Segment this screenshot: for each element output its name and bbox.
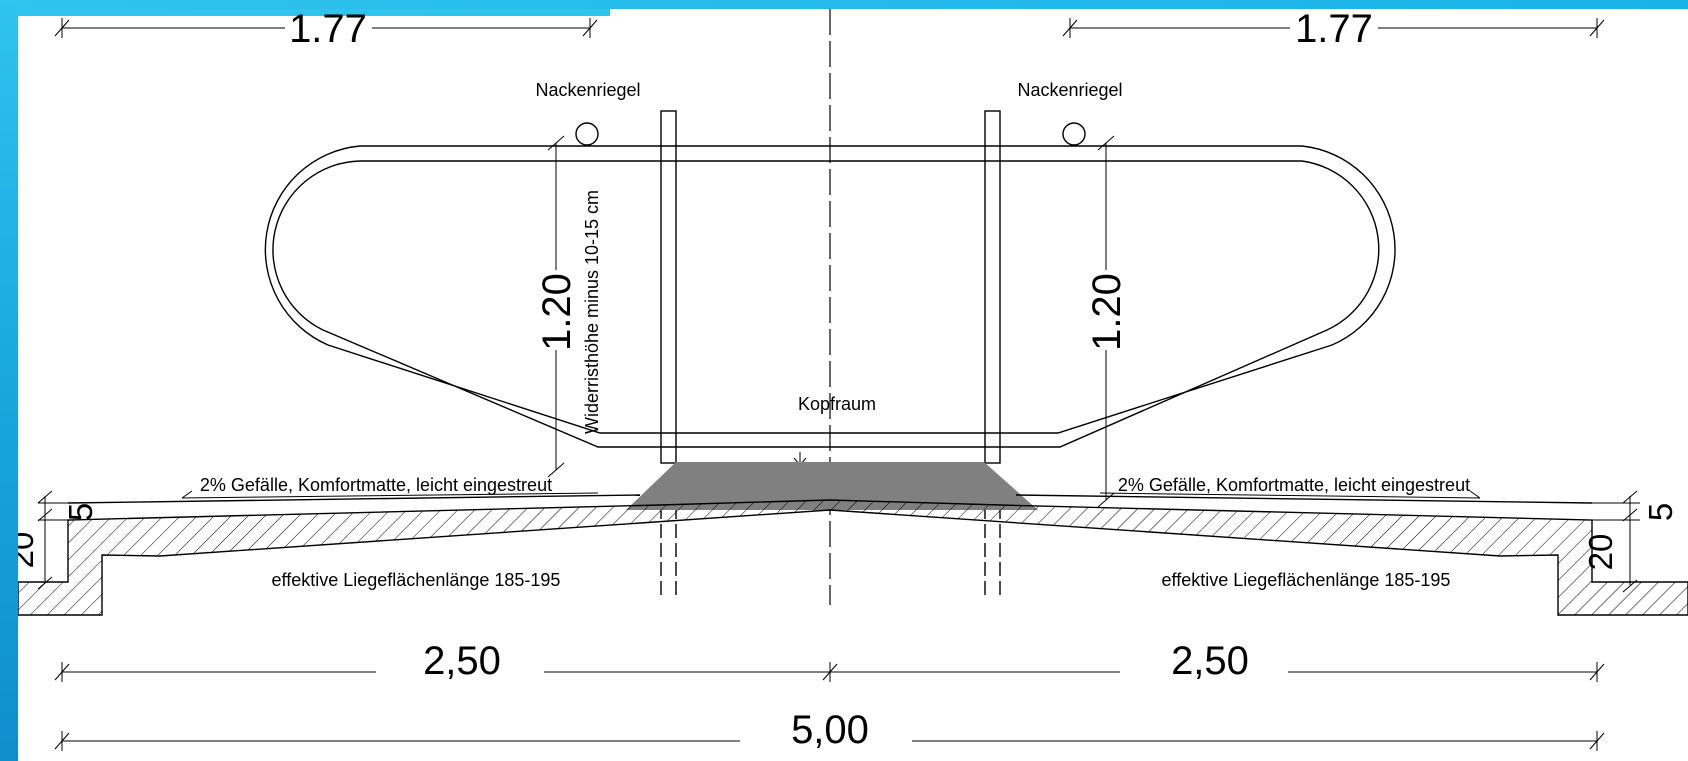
- half-width-dimension: 2,50 2,50: [54, 639, 1605, 683]
- curb-top-right-value: 5: [1642, 503, 1679, 521]
- top-dimension-left-value: 1.77: [289, 9, 367, 51]
- half-width-left-value: 2,50: [423, 639, 501, 683]
- frame-strip-top: [0, 0, 1688, 9]
- total-width-value: 5,00: [791, 708, 869, 752]
- half-width-right-value: 2,50: [1171, 639, 1249, 683]
- rail-height-dimension-right: 1.20: [1085, 135, 1129, 508]
- head-space-label: Kopfraum: [798, 394, 876, 414]
- rail-height-left-value: 1.20: [535, 273, 579, 351]
- rail-height-right-value: 1.20: [1085, 273, 1129, 351]
- slope-surface: [67, 490, 1593, 504]
- lying-length-label-right: effektive Liegeflächenlänge 185-195: [1162, 570, 1451, 590]
- stall-post-right: [984, 110, 1001, 600]
- neck-rail-label-right: Nackenriegel: [1017, 80, 1122, 100]
- curb-dimension-left: 5 20: [18, 490, 99, 590]
- brisket-board: [626, 462, 1038, 510]
- top-dimension-right-value: 1.77: [1295, 9, 1373, 51]
- stall-divider-loop: [264, 145, 1396, 448]
- total-width-dimension: 5,00: [54, 708, 1605, 752]
- top-dimension-left: 1.77: [54, 9, 598, 51]
- lying-length-label-left: effektive Liegeflächenlänge 185-195: [272, 570, 561, 590]
- slope-label-right: 2% Gefälle, Komfortmatte, leicht eingest…: [1118, 475, 1470, 495]
- neck-rail-right: [1062, 122, 1086, 146]
- frame-strip-left: [0, 0, 18, 761]
- stall-post-left: [660, 110, 677, 600]
- curb-height-right-value: 20: [1582, 534, 1619, 571]
- concrete-bed: [18, 499, 1688, 616]
- top-dimension-right: 1.77: [1062, 9, 1605, 51]
- slope-label-left: 2% Gefälle, Komfortmatte, leicht eingest…: [200, 475, 552, 495]
- neck-rail-left: [575, 122, 599, 146]
- curb-dimension-right: 5 20: [1582, 490, 1679, 593]
- rail-height-dimension-left: 1.20: [535, 135, 579, 478]
- stall-cross-section-drawing: 1.77 1.77 Nackenriegel Nackenriegel 1.2: [18, 9, 1688, 752]
- withers-height-note: Widerristhöhe minus 10-15 cm: [582, 190, 602, 434]
- neck-rail-label-left: Nackenriegel: [535, 80, 640, 100]
- curb-height-left-value: 20: [18, 532, 40, 569]
- curb-top-left-value: 5: [62, 503, 99, 521]
